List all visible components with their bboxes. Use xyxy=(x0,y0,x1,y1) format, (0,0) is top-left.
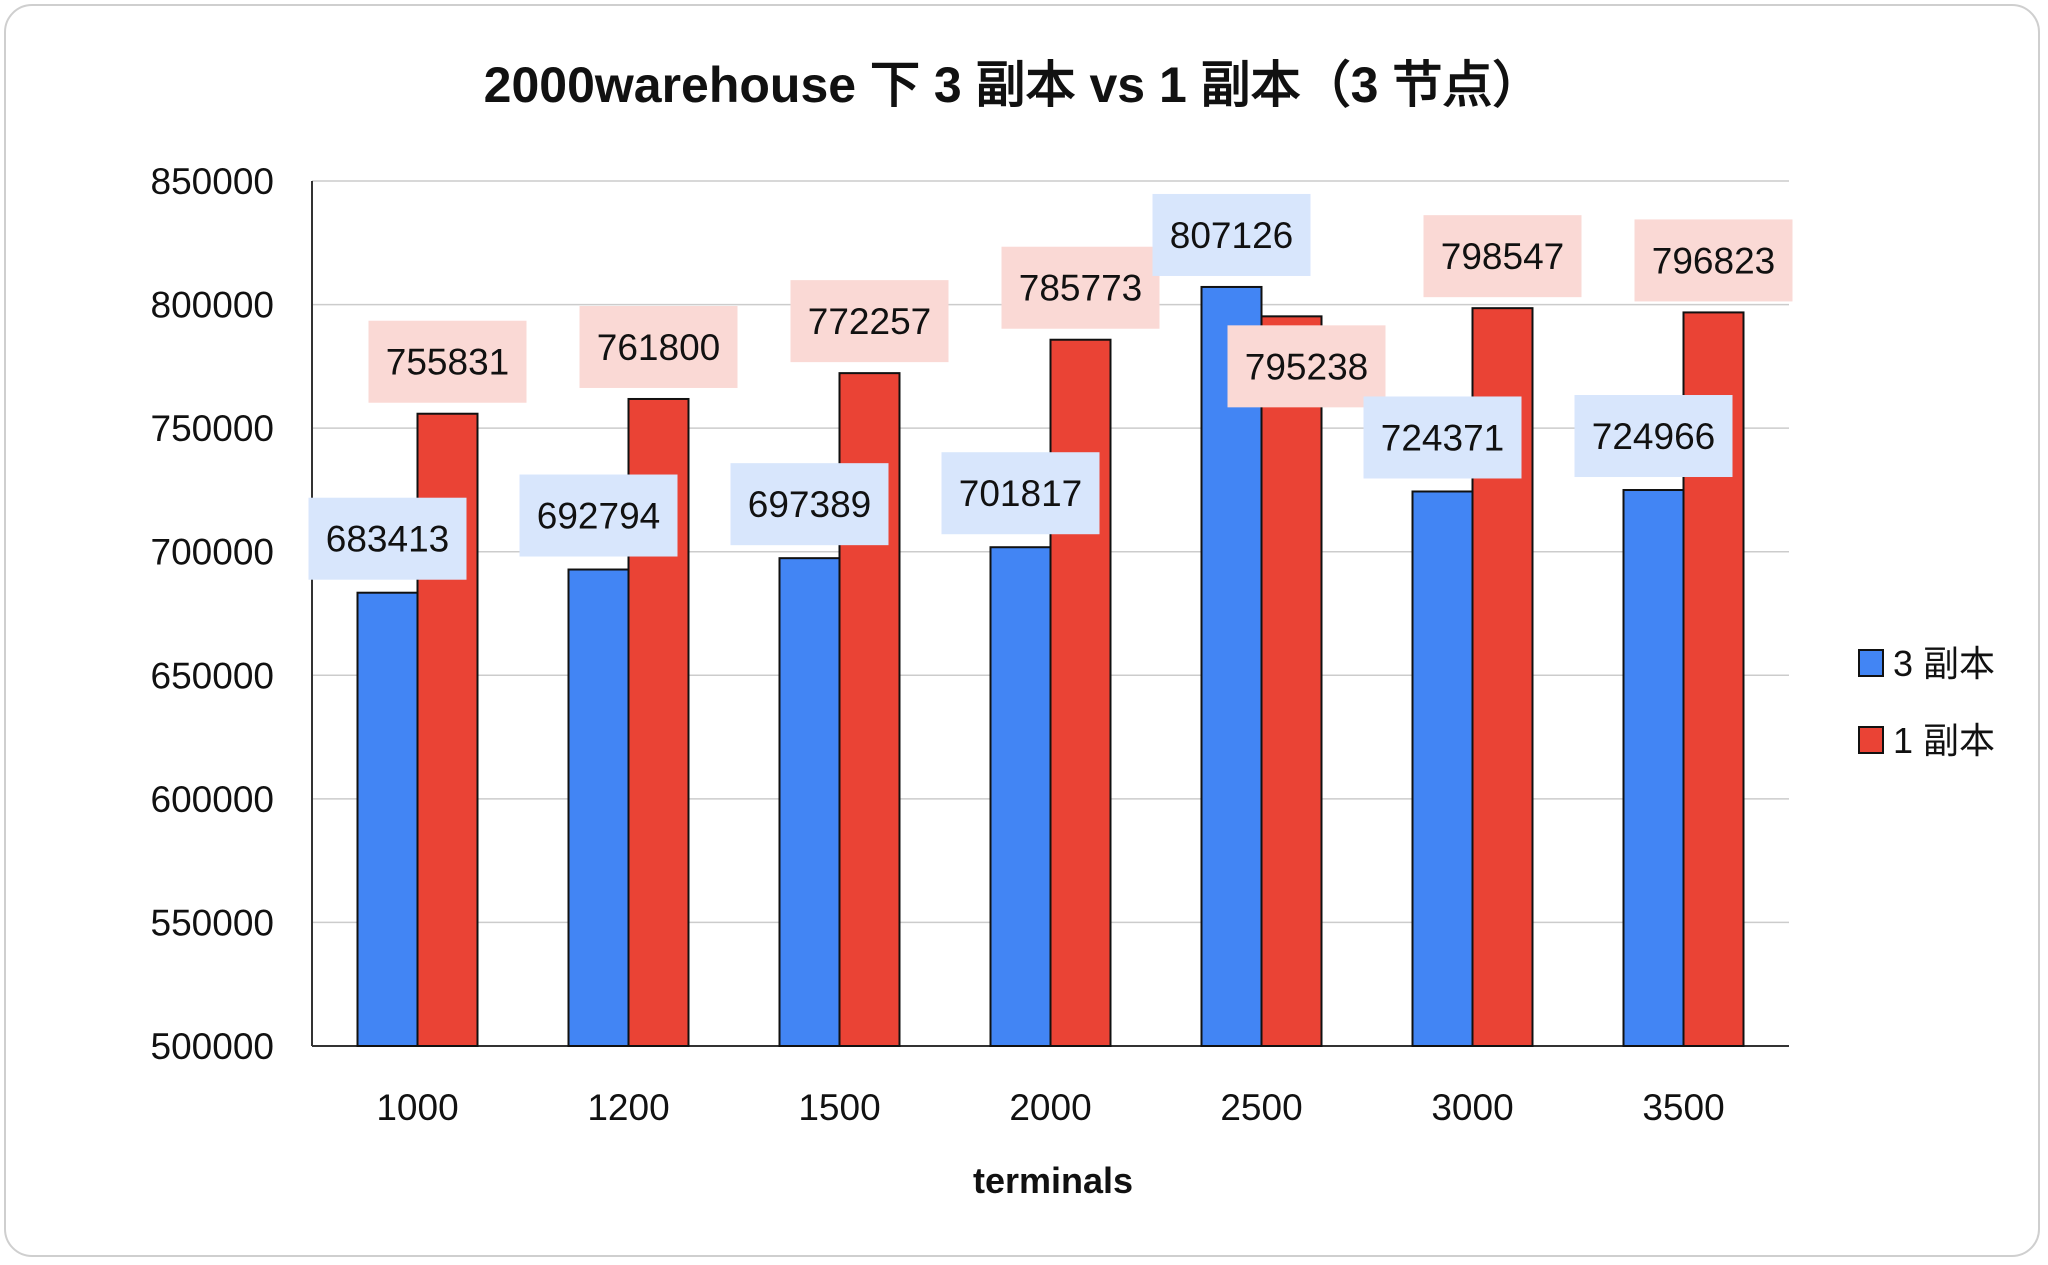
data-label-bg xyxy=(1152,193,1311,276)
data-label-text: 755831 xyxy=(386,342,509,383)
bar-three-replica xyxy=(356,591,419,1047)
y-axis-ticks: 500000 550000 600000 650000 700000 750000 8000… xyxy=(151,161,274,1067)
bar-three-replica xyxy=(989,546,1052,1047)
x-tick-label: 3500 xyxy=(1642,1087,1724,1128)
data-label-bg xyxy=(519,474,678,557)
data-label-bg xyxy=(1227,325,1386,408)
data-label-bg xyxy=(579,305,738,388)
data-label-three-replica: 697389 xyxy=(730,463,889,546)
bar-chart: 2000warehouse 下 3 副本 vs 1 副本（3 节点） 50000… xyxy=(151,57,1996,1201)
data-label-bg xyxy=(1574,395,1733,478)
data-label-three-replica: 692794 xyxy=(519,474,678,557)
bar-three-replica xyxy=(1200,285,1263,1047)
bar-three-replica xyxy=(778,557,841,1047)
bar-three-replica xyxy=(1411,490,1474,1047)
y-tick-label: 550000 xyxy=(151,902,274,943)
x-tick-label: 1200 xyxy=(587,1087,669,1128)
data-label-one-replica: 761800 xyxy=(579,305,738,388)
x-tick-label: 2000 xyxy=(1009,1087,1091,1128)
legend-swatch xyxy=(1858,649,1884,677)
data-label-text: 761800 xyxy=(597,327,720,368)
data-label-three-replica: 724966 xyxy=(1574,395,1733,478)
y-tick-label: 800000 xyxy=(151,285,274,326)
data-label-text: 795238 xyxy=(1245,346,1368,387)
data-label-text: 724966 xyxy=(1592,416,1715,457)
x-axis-ticks: 1000 1200 1500 2000 2500 3000 3500 xyxy=(376,1087,1724,1128)
bar-three-replica xyxy=(1622,489,1685,1048)
data-label-one-replica: 772257 xyxy=(790,280,949,363)
y-tick-label: 600000 xyxy=(151,779,274,820)
x-tick-label: 1500 xyxy=(798,1087,880,1128)
data-label-text: 772257 xyxy=(808,301,931,342)
x-axis-label: terminals xyxy=(973,1160,1133,1201)
data-label-bg xyxy=(1363,396,1522,479)
legend: 3 副本 1 副本 xyxy=(1858,643,1995,761)
y-tick-label: 850000 xyxy=(151,161,274,202)
data-label-bg xyxy=(730,463,889,546)
data-label-text: 785773 xyxy=(1019,268,1142,309)
y-tick-label: 500000 xyxy=(151,1026,274,1067)
data-label-one-replica: 795238 xyxy=(1227,325,1386,408)
x-tick-label: 3000 xyxy=(1431,1087,1513,1128)
chart-frame: 2000warehouse 下 3 副本 vs 1 副本（3 节点） 50000… xyxy=(4,4,2040,1257)
data-label-one-replica: 798547 xyxy=(1423,215,1582,298)
legend-swatch xyxy=(1858,726,1884,754)
data-label-bg xyxy=(1634,219,1793,302)
data-label-text: 724371 xyxy=(1381,417,1504,458)
x-tick-label: 2500 xyxy=(1220,1087,1302,1128)
data-label-three-replica: 683413 xyxy=(308,497,467,580)
data-label-text: 697389 xyxy=(748,484,871,525)
x-tick-label: 1000 xyxy=(376,1087,458,1128)
data-label-one-replica: 796823 xyxy=(1634,219,1793,302)
data-label-three-replica: 724371 xyxy=(1363,396,1522,479)
y-tick-label: 650000 xyxy=(151,655,274,696)
data-label-bg xyxy=(1001,246,1160,329)
data-label-bg xyxy=(308,497,467,580)
data-label-text: 796823 xyxy=(1652,240,1775,281)
data-label-text: 798547 xyxy=(1441,236,1564,277)
chart-title: 2000warehouse 下 3 副本 vs 1 副本（3 节点） xyxy=(484,57,1543,113)
data-label-one-replica: 755831 xyxy=(368,320,527,403)
y-tick-label: 700000 xyxy=(151,532,274,573)
y-tick-label: 750000 xyxy=(151,408,274,449)
data-label-bg xyxy=(368,320,527,403)
data-label-three-replica: 701817 xyxy=(941,452,1100,535)
bar-three-replica xyxy=(567,568,630,1047)
data-label-bg xyxy=(941,452,1100,535)
legend-label: 3 副本 xyxy=(1893,643,1995,684)
data-label-text: 683413 xyxy=(326,519,449,560)
data-label-text: 692794 xyxy=(537,496,660,537)
bars xyxy=(356,285,1745,1048)
data-label-bg xyxy=(1423,215,1582,298)
data-label-bg xyxy=(790,280,949,363)
data-label-text: 807126 xyxy=(1170,215,1293,256)
data-label-text: 701817 xyxy=(959,473,1082,514)
data-labels: 755831 683413 761800 692794 772257 697389 7857… xyxy=(308,193,1793,580)
data-label-one-replica: 785773 xyxy=(1001,246,1160,329)
bar-one-replica xyxy=(1049,338,1112,1048)
legend-label: 1 副本 xyxy=(1893,720,1995,761)
bar-one-replica xyxy=(1260,315,1323,1047)
data-label-three-replica: 807126 xyxy=(1152,193,1311,276)
